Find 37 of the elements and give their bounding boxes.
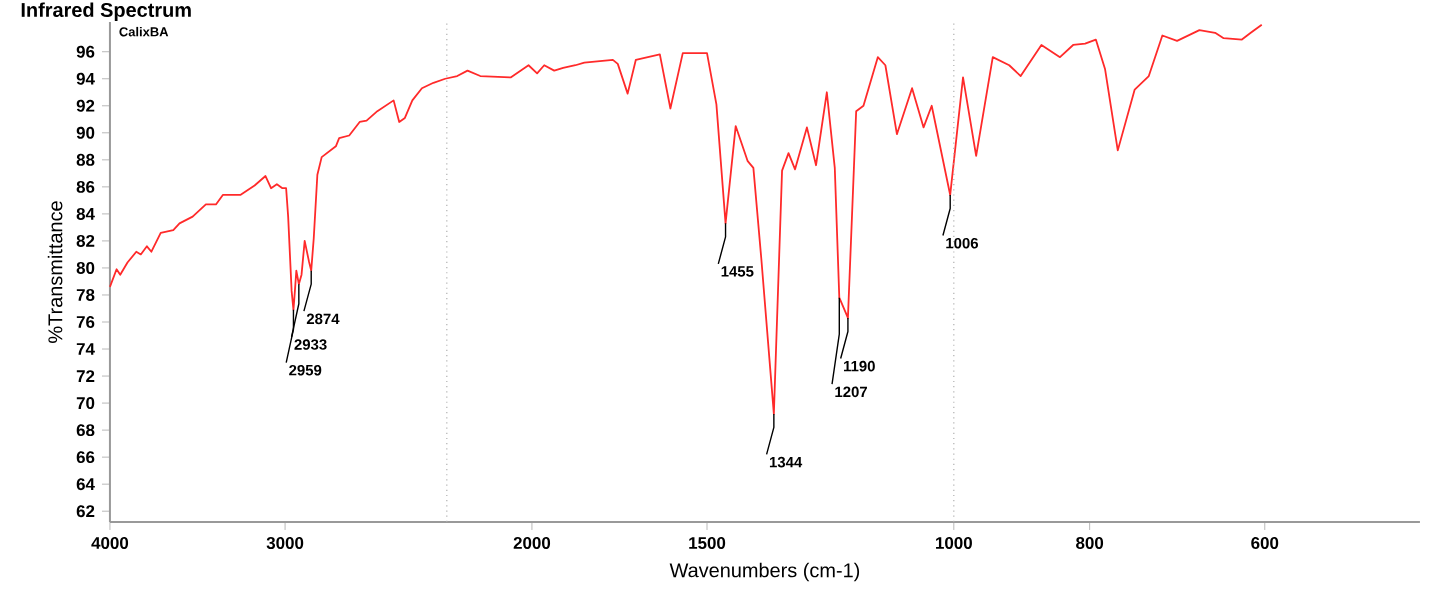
annotation: 1190 bbox=[843, 360, 875, 372]
y-tick-label: 88 bbox=[76, 153, 95, 166]
x-axis-title: Wavenumbers (cm-1) bbox=[669, 562, 860, 582]
y-tick-label: 64 bbox=[76, 478, 95, 491]
y-axis-title: %Transmittance bbox=[47, 201, 63, 343]
y-tick-label: 80 bbox=[76, 261, 95, 274]
y-tick-label: 66 bbox=[76, 451, 95, 464]
y-tick-label: 96 bbox=[76, 45, 95, 58]
y-tick-label: 78 bbox=[76, 288, 95, 301]
x-tick-label: 800 bbox=[1076, 537, 1104, 549]
x-tick-label: 3000 bbox=[266, 537, 304, 550]
annotation: 1344 bbox=[769, 456, 803, 468]
y-tick-label: 62 bbox=[76, 505, 95, 518]
annotation: 1455 bbox=[721, 266, 754, 277]
x-tick-label: 1500 bbox=[689, 537, 726, 549]
annotation: 1006 bbox=[946, 237, 979, 249]
annotation: 2874 bbox=[306, 313, 340, 325]
annotation: 2933 bbox=[294, 339, 327, 350]
annotation: 2959 bbox=[289, 364, 322, 376]
y-tick-label: 76 bbox=[76, 316, 95, 328]
x-tick-label: 1000 bbox=[936, 537, 972, 549]
x-tick-label: 2000 bbox=[513, 537, 551, 549]
y-tick-label: 70 bbox=[76, 397, 95, 410]
x-tick-label: 600 bbox=[1251, 537, 1279, 549]
y-tick-label: 94 bbox=[76, 72, 95, 85]
y-tick-label: 68 bbox=[76, 424, 95, 437]
annotation: 1207 bbox=[835, 386, 867, 398]
y-tick-label: 72 bbox=[76, 370, 95, 382]
chart-title: Infrared Spectrum bbox=[21, 2, 191, 21]
y-tick-label: 74 bbox=[76, 343, 95, 355]
annotation: CalixBA bbox=[119, 26, 169, 37]
y-tick-label: 92 bbox=[76, 99, 95, 112]
y-tick-label: 86 bbox=[76, 180, 95, 193]
x-tick-label: 4000 bbox=[91, 537, 129, 549]
y-tick-label: 90 bbox=[76, 126, 95, 139]
y-tick-label: 84 bbox=[76, 207, 95, 220]
y-tick-label: 82 bbox=[76, 234, 95, 247]
